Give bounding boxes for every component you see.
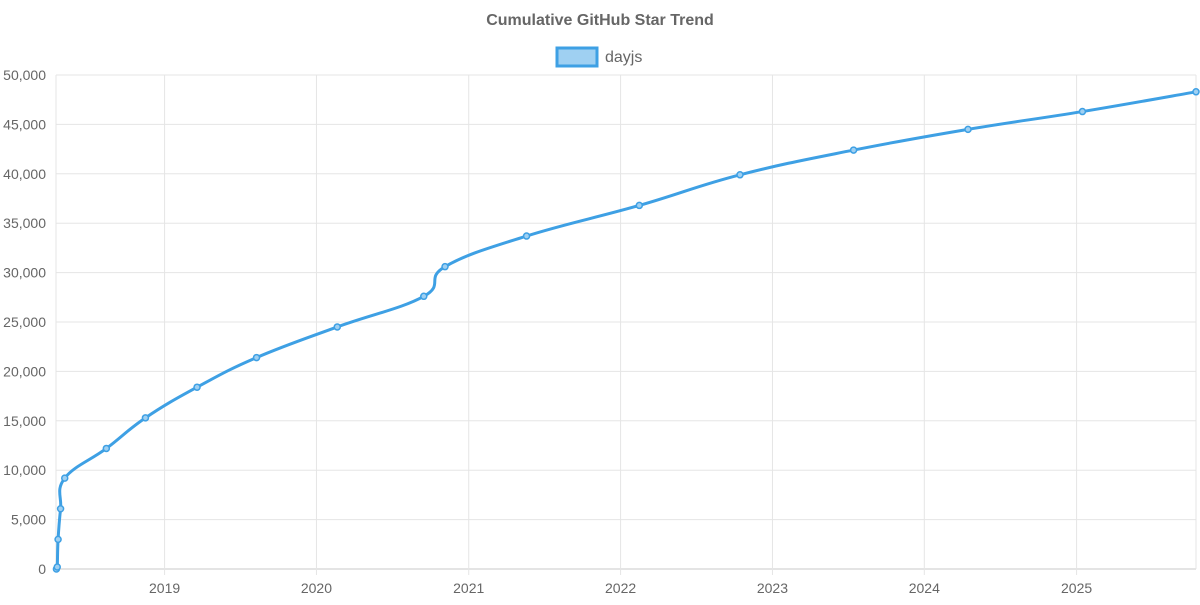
data-point[interactable] xyxy=(54,535,62,544)
data-point[interactable] xyxy=(522,232,531,240)
data-point[interactable] xyxy=(1192,88,1200,96)
x-tick-label: 2025 xyxy=(1061,580,1092,596)
x-tick-label: 2023 xyxy=(757,580,788,596)
y-tick-label: 15,000 xyxy=(3,413,46,429)
series-layer xyxy=(54,90,1198,571)
x-tick-label: 2024 xyxy=(909,580,940,596)
x-tick-label: 2019 xyxy=(149,580,180,596)
data-point[interactable] xyxy=(420,292,428,301)
data-point[interactable] xyxy=(333,323,342,331)
data-point[interactable] xyxy=(1078,107,1087,116)
data-point[interactable] xyxy=(252,353,261,362)
y-tick-label: 40,000 xyxy=(3,166,46,182)
y-tick-label: 30,000 xyxy=(3,265,46,281)
data-point[interactable] xyxy=(60,474,69,482)
chart-title: Cumulative GitHub Star Trend xyxy=(486,12,714,29)
legend-swatch-dayjs[interactable] xyxy=(555,46,599,68)
x-tick-label: 2022 xyxy=(605,580,636,596)
axis-layer: 0 5,000 10,000 15,000 20,000 25,000 30,000 35,0… xyxy=(3,67,1092,596)
data-point[interactable] xyxy=(849,146,858,154)
x-tick-label: 2021 xyxy=(453,580,484,596)
data-point[interactable] xyxy=(102,444,111,453)
data-point[interactable] xyxy=(141,414,150,422)
x-tick-label: 2020 xyxy=(301,580,332,596)
data-point[interactable] xyxy=(193,383,201,391)
y-tick-label: 10,000 xyxy=(3,462,46,478)
y-tick-label: 5,000 xyxy=(11,512,46,528)
data-point[interactable] xyxy=(964,125,972,134)
y-tick-label: 45,000 xyxy=(3,116,46,132)
grid-layer xyxy=(55,74,1197,575)
data-point[interactable] xyxy=(736,171,744,179)
y-tick-label: 50,000 xyxy=(3,67,46,83)
legend-label-dayjs[interactable]: dayjs xyxy=(605,49,642,66)
data-point[interactable] xyxy=(53,563,61,571)
data-point[interactable] xyxy=(441,262,449,271)
points-layer xyxy=(52,88,1200,573)
series-line-dayjs xyxy=(54,90,1198,571)
data-point[interactable] xyxy=(56,504,65,513)
y-tick-label: 20,000 xyxy=(3,363,46,379)
y-tick-label: 25,000 xyxy=(3,314,46,330)
data-point[interactable] xyxy=(635,201,644,210)
y-tick-label: 35,000 xyxy=(3,215,46,231)
legend[interactable]: dayjs xyxy=(555,46,642,68)
y-tick-label: 0 xyxy=(38,561,46,577)
